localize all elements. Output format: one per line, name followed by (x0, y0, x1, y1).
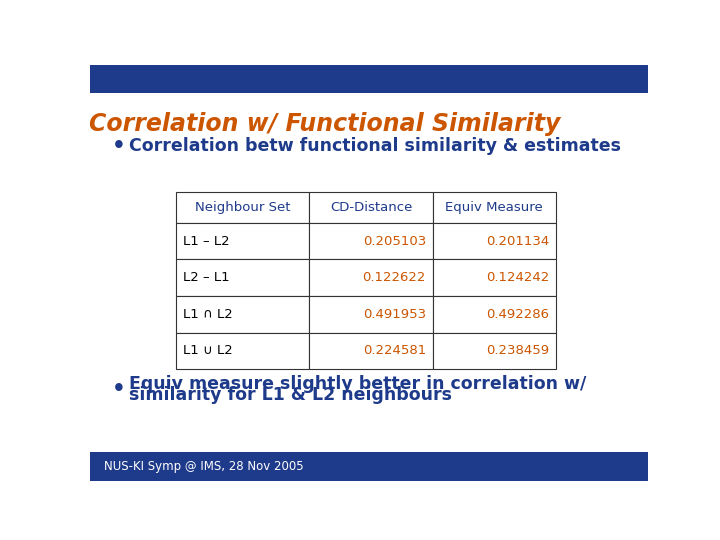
Text: 0.238459: 0.238459 (486, 345, 549, 357)
Text: Correlation betw functional similarity & estimates: Correlation betw functional similarity &… (129, 137, 621, 155)
Bar (90, 453, 648, 481)
Bar (433, 333, 556, 369)
Text: •: • (112, 136, 126, 156)
Bar (90, 65, 648, 93)
Text: 0.122622: 0.122622 (363, 271, 426, 284)
Bar (310, 333, 433, 369)
Text: Equiv Measure: Equiv Measure (446, 201, 543, 214)
Text: 0.205103: 0.205103 (363, 234, 426, 248)
Text: Neighbour Set: Neighbour Set (195, 201, 291, 214)
Text: NUS-KI Symp @ IMS, 28 Nov 2005: NUS-KI Symp @ IMS, 28 Nov 2005 (104, 460, 304, 473)
Text: similarity for L1 & L2 neighbours: similarity for L1 & L2 neighbours (129, 386, 452, 404)
Bar (176, 296, 310, 333)
Bar (310, 296, 433, 333)
Text: L2 – L1: L2 – L1 (183, 271, 230, 284)
Bar (176, 333, 310, 369)
Text: CD-Distance: CD-Distance (330, 201, 412, 214)
Text: L1 ∪ L2: L1 ∪ L2 (183, 345, 233, 357)
Bar (176, 192, 310, 223)
Bar (433, 223, 556, 259)
Bar (310, 223, 433, 259)
Text: 0.491953: 0.491953 (363, 308, 426, 321)
Text: Correlation w/ Functional Similarity: Correlation w/ Functional Similarity (89, 112, 560, 136)
Bar (310, 192, 433, 223)
Text: L1 – L2: L1 – L2 (183, 234, 230, 248)
Bar (176, 259, 310, 296)
Text: 0.492286: 0.492286 (486, 308, 549, 321)
Text: L1 ∩ L2: L1 ∩ L2 (183, 308, 233, 321)
Bar (433, 296, 556, 333)
Text: 0.124242: 0.124242 (486, 271, 549, 284)
Text: •: • (112, 379, 126, 399)
Bar (310, 259, 433, 296)
Text: 0.224581: 0.224581 (363, 345, 426, 357)
Text: Equiv measure slightly better in correlation w/: Equiv measure slightly better in correla… (129, 375, 586, 393)
Bar (433, 259, 556, 296)
Bar (433, 192, 556, 223)
Text: 0.201134: 0.201134 (486, 234, 549, 248)
Bar (176, 223, 310, 259)
